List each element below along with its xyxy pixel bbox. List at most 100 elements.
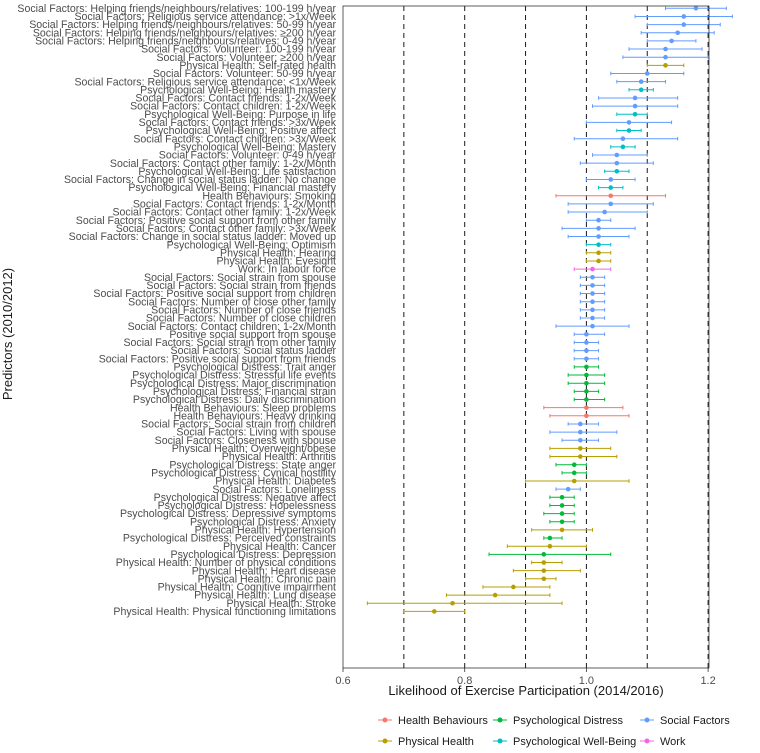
point-estimate [632, 95, 638, 101]
predictor-label: Positive social support from spouse [169, 329, 336, 341]
predictor-label: Psychological Distress: State anger [169, 459, 336, 471]
predictor-label: Social Factors: Volunteer: 100-199 h/yea… [141, 44, 336, 56]
point-estimate [559, 519, 565, 525]
predictor-label: Psychological Well-Being: Optimism [167, 239, 337, 251]
legend-label: Psychological Distress [513, 715, 624, 727]
predictor-label: Physical Health: Stroke [226, 598, 336, 610]
predictor-label: Psychological Distress: Negative affect [154, 492, 336, 504]
point-estimate [596, 242, 601, 247]
predictor-label: Physical Health: Self-rated health [179, 60, 336, 72]
point-estimate [590, 266, 595, 272]
y-axis-title: Predictors (2010/2012) [0, 268, 15, 400]
point-estimate [614, 160, 620, 166]
point-estimate [590, 315, 595, 321]
predictor-label: Psychological Distress: Depressive sympt… [120, 508, 336, 520]
predictor-label: Social Factors: Positive social support … [99, 353, 336, 365]
predictor-label: Social Factors: Number of close other fa… [128, 296, 337, 308]
point-estimate [626, 120, 632, 125]
legend-key-dot [644, 738, 650, 744]
point-estimate [681, 22, 687, 27]
point-estimate [663, 63, 668, 68]
predictor-label: Social Factors: Social strain from other… [123, 337, 336, 349]
predictor-label: Social Factors: Change in social status … [64, 174, 336, 186]
point-estimate [638, 87, 644, 93]
predictor-label: Physical Health: Overweight/obese [172, 443, 336, 455]
point-estimate [584, 380, 589, 386]
predictor-label: Psychological Distress: Financial strain [153, 386, 336, 398]
predictor-label: Psychological Well-Being: Financial mast… [128, 182, 336, 194]
point-estimate [578, 454, 583, 459]
predictor-label: Psychological Distress: Depression [171, 549, 337, 561]
legend-label: Social Factors [660, 715, 730, 727]
point-estimate [559, 495, 565, 500]
predictor-label: Social Factors: Number of close friends [151, 304, 336, 316]
predictor-label: Social Factors: Number of close children [146, 313, 336, 325]
reference-lines [403, 6, 709, 668]
point-estimate [590, 299, 595, 305]
point-estimate [590, 323, 595, 329]
point-estimate [669, 38, 674, 44]
x-tick-label: 0.8 [457, 675, 472, 687]
predictor-label: Social Factors: Social strain from spous… [144, 272, 336, 284]
predictor-label: Health Behaviours: Sleep problems [170, 402, 336, 414]
point-estimate [590, 291, 595, 296]
point-estimate [663, 46, 668, 52]
predictor-label: Physical Health: Physical functioning li… [113, 606, 336, 618]
point-estimate [541, 560, 547, 565]
legend-key-dot [644, 717, 650, 723]
predictor-label: Psychological Well-Being: Purpose in lif… [144, 109, 336, 121]
point-estimate [547, 543, 553, 549]
predictor-label: Social Factors: Volunteer: 50-99 h/year [153, 68, 337, 80]
predictor-label: Social Factors: Religious service attend… [74, 76, 336, 88]
legend-key-dot [497, 738, 503, 744]
point-estimate [608, 201, 614, 207]
point-estimate [602, 209, 607, 215]
point-estimate [571, 462, 577, 468]
point-estimate [614, 169, 620, 174]
predictor-label: Health Behaviours: Heavy drinking [173, 410, 336, 422]
x-tick-label: 1.2 [700, 675, 715, 687]
predictor-label: Psychological Well-Being: Health mastery [140, 84, 337, 96]
predictor-label: Physical Health: Heart disease [192, 565, 336, 577]
point-estimate [547, 535, 553, 541]
point-estimate [614, 152, 620, 158]
legend-key-dot [382, 717, 388, 723]
point-estimate [584, 405, 589, 410]
point-estimate [632, 103, 638, 109]
predictor-label: Psychological Distress: Perceived constr… [123, 533, 336, 545]
predictor-label: Physical Health: Cancer [223, 541, 337, 553]
predictor-label: Social Factors: Helping friends/neighbou… [17, 3, 336, 15]
point-estimate [663, 54, 668, 60]
point-estimate [590, 274, 595, 280]
x-tick-label: 0.6 [335, 675, 350, 687]
x-tick-label: 1.0 [579, 675, 594, 687]
point-estimate [608, 177, 614, 182]
legend-label: Work [660, 736, 686, 748]
point-estimate [571, 478, 577, 484]
point-estimate [578, 446, 583, 451]
point-estimate [596, 234, 601, 239]
predictor-label: Physical Health: Arthritis [222, 451, 336, 463]
point-estimate [565, 486, 571, 492]
point-estimate [578, 421, 583, 427]
predictor-label: Social Factors: Living with spouse [176, 427, 336, 439]
point-estimate [693, 6, 699, 11]
legend-label: Health Behaviours [398, 715, 488, 727]
predictor-label: Health Behaviours: Smoking [202, 190, 336, 202]
predictor-label: Psychological Distress: Daily discrimina… [133, 394, 336, 406]
predictor-label: Social Factors: Contact friends: 1-2x/We… [135, 93, 336, 105]
predictor-label: Social Factors: Contact children: 1-2x/W… [130, 101, 337, 113]
legend-label: Psychological Well-Being [513, 736, 636, 748]
predictor-label: Social Factors: Contact other family: 1-… [112, 207, 336, 219]
predictor-label: Social Factors: Contact children: 1-2x/M… [128, 321, 337, 333]
predictor-label: Social Factors: Loneliness [212, 484, 336, 496]
predictor-label: Social Factors: Religious service attend… [74, 11, 336, 23]
legend-label: Physical Health [398, 736, 474, 748]
legend-key-dot [497, 717, 503, 723]
predictor-label: Social Factors: Contact friends: >3x/Wee… [139, 117, 337, 129]
point-estimate [596, 217, 601, 223]
predictor-label: Psychological Distress: Cynical hostilit… [151, 467, 337, 479]
predictor-label: Social Factors: Social strain from frien… [146, 280, 336, 292]
point-estimate [590, 283, 595, 288]
predictor-label: Psychological Distress: Stressful life e… [132, 370, 336, 382]
